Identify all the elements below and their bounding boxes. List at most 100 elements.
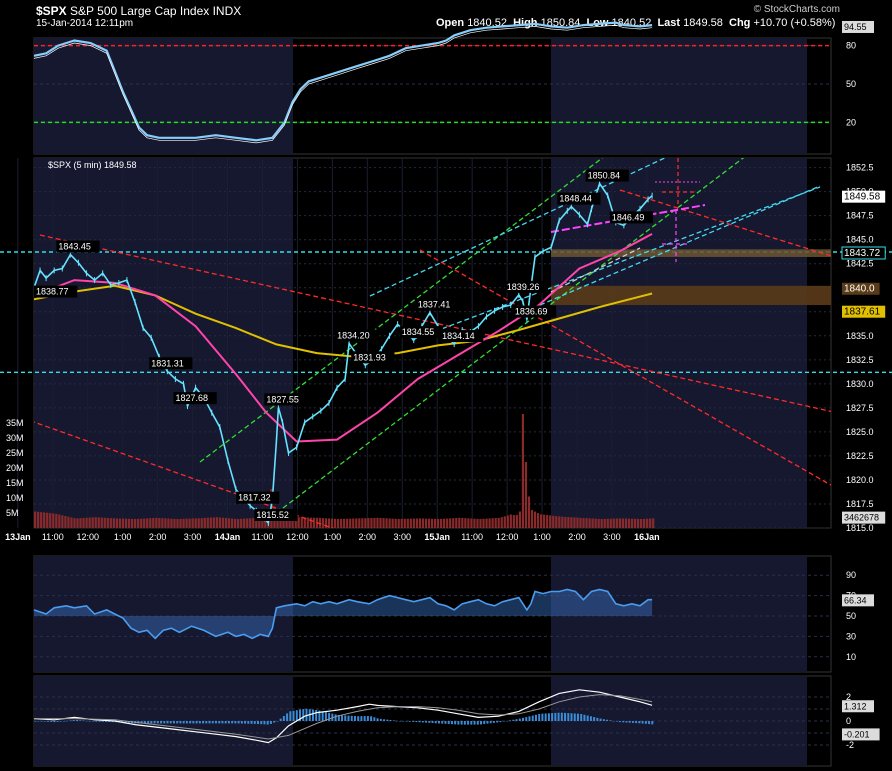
macd-histogram-bar — [192, 721, 195, 724]
price-annotation-7: 1834.20 — [337, 330, 370, 340]
volume-bar — [485, 518, 488, 528]
volume-bar — [306, 517, 309, 528]
volume-bar — [85, 517, 88, 528]
volume-bar — [630, 518, 634, 528]
volume-bar — [149, 518, 152, 528]
macd-histogram-bar — [147, 721, 150, 724]
macd-histogram-bar — [496, 721, 499, 723]
macd-histogram-bar — [160, 721, 163, 724]
macd-histogram-bar — [438, 721, 440, 724]
macd-histogram-bar — [628, 721, 631, 723]
macd-histogram-bar — [415, 721, 418, 723]
macd-histogram-bar — [289, 711, 292, 721]
volume-bar — [400, 518, 403, 528]
price-line — [34, 181, 653, 525]
session-band-1-1 — [551, 158, 807, 528]
macd-histogram-bar — [59, 721, 62, 722]
macd-histogram-bar — [489, 721, 492, 724]
macd-histogram-bar — [328, 712, 331, 721]
macd-histogram-bar — [551, 713, 554, 721]
rsi-tick-label-4: 10 — [846, 652, 856, 662]
price-annotation-3-box — [173, 392, 217, 405]
trendline-red-1 — [34, 421, 335, 528]
volume-bar — [327, 518, 331, 528]
macd-histogram-bar — [182, 721, 185, 724]
macd-value-box — [842, 700, 874, 713]
macd-histogram-bar — [127, 721, 130, 723]
volume-bar — [573, 517, 576, 528]
macd-histogram-bar — [376, 718, 379, 721]
volume-bar — [558, 516, 561, 528]
volume-bar — [200, 518, 203, 528]
volume-bar — [118, 518, 122, 528]
price-tick-label-10: 1827.5 — [846, 403, 874, 413]
volume-bar — [579, 517, 582, 528]
macd-histogram-bar — [224, 721, 227, 724]
price-annotation-12: 1839.26 — [507, 282, 540, 292]
macd-histogram-bar — [599, 718, 602, 721]
volume-bar — [170, 518, 173, 528]
macd-histogram-bar — [324, 712, 327, 721]
volume-bar — [443, 518, 446, 528]
volume-bar — [349, 518, 352, 528]
volume-bar — [312, 517, 315, 528]
volume-bar — [473, 518, 476, 528]
volume-bar — [479, 518, 482, 528]
volume-last-value: 3462678 — [844, 513, 879, 523]
macd-histogram-bar — [150, 721, 153, 724]
last-label: Last — [657, 17, 681, 29]
macd-histogram-bar — [405, 721, 408, 722]
volume-bar — [358, 518, 361, 528]
macd-histogram-bar — [208, 721, 211, 724]
price-annotation-8: 1831.93 — [353, 352, 386, 362]
volume-bar — [646, 518, 649, 528]
volume-bar — [252, 518, 255, 528]
volume-bar — [191, 518, 194, 528]
macd-histogram-bar — [428, 721, 431, 723]
macd-histogram-bar — [421, 721, 424, 723]
macd-histogram-bar — [518, 718, 521, 721]
macd-histogram-bar — [399, 721, 402, 722]
macd-histogram-bar — [179, 721, 182, 724]
volume-bar — [130, 518, 134, 528]
macd-histogram-bar — [499, 721, 502, 723]
rsi-last-value-box — [842, 594, 874, 607]
macd-histogram-bar — [573, 713, 576, 721]
volume-bar — [376, 517, 379, 528]
volume-bar — [612, 518, 615, 528]
macd-histogram-bar — [276, 721, 279, 722]
x-axis-label-0: 13Jan — [5, 532, 31, 542]
volume-bar — [333, 518, 337, 528]
top-last-value-box — [842, 20, 874, 33]
session-band-0-1 — [551, 38, 807, 154]
price-annotation-6: 1815.52 — [256, 510, 289, 520]
volume-bar — [430, 518, 434, 528]
macd-histogram-bar — [341, 715, 344, 721]
volume-bar — [67, 516, 70, 528]
macd-signal-value-box — [842, 728, 880, 741]
macd-histogram-bar — [580, 713, 583, 721]
volume-bar — [370, 518, 373, 528]
volume-bar — [258, 516, 261, 528]
macd-histogram-bar — [69, 720, 72, 721]
volume-bar — [76, 518, 79, 528]
volume-bar — [112, 518, 115, 528]
macd-histogram-bar — [644, 721, 647, 724]
macd-histogram-bar — [596, 717, 599, 721]
volume-bar — [155, 517, 158, 528]
volume-bar — [467, 518, 470, 528]
x-axis-label-10: 2:00 — [359, 532, 377, 542]
macd-histogram-bar — [492, 721, 495, 723]
volume-bar — [197, 518, 200, 528]
macd-histogram-bar — [622, 721, 625, 723]
volume-bar — [206, 517, 209, 528]
macd-histogram-bar — [457, 721, 460, 725]
volume-bar — [585, 518, 588, 528]
volume-bar — [337, 519, 340, 528]
volume-bar — [346, 518, 349, 528]
volume-bar — [570, 517, 573, 528]
volume-bar — [503, 516, 506, 528]
x-axis-label-9: 1:00 — [324, 532, 342, 542]
macd-value: 1.312 — [844, 701, 867, 711]
volume-tick-label-0: 35M — [6, 418, 24, 428]
